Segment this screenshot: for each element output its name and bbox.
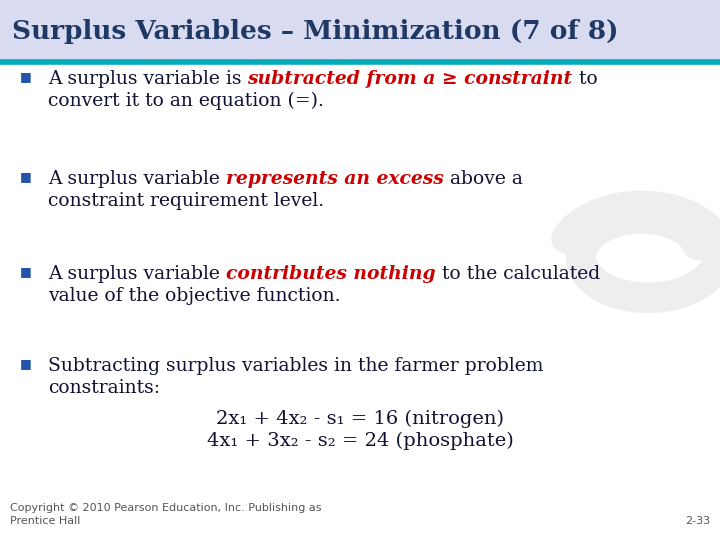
Text: ■: ■ (20, 265, 32, 278)
Text: A surplus variable: A surplus variable (48, 265, 226, 283)
Text: contributes nothing: contributes nothing (226, 265, 436, 283)
Text: ■: ■ (20, 170, 32, 183)
Text: 2x₁ + 4x₂ - s₁ = 16 (nitrogen): 2x₁ + 4x₂ - s₁ = 16 (nitrogen) (216, 410, 504, 428)
Bar (0, 0, 720, 62)
Text: ■: ■ (20, 70, 32, 83)
Text: ■: ■ (20, 357, 32, 370)
Text: A surplus variable is: A surplus variable is (48, 70, 248, 88)
Text: Surplus Variables – Minimization (7 of 8): Surplus Variables – Minimization (7 of 8… (12, 18, 618, 44)
Text: to the calculated: to the calculated (436, 265, 600, 283)
Text: constraint requirement level.: constraint requirement level. (48, 192, 324, 210)
Text: Subtracting surplus variables in the farmer problem: Subtracting surplus variables in the far… (48, 357, 544, 375)
Text: to: to (572, 70, 598, 88)
Text: 4x₁ + 3x₂ - s₂ = 24 (phosphate): 4x₁ + 3x₂ - s₂ = 24 (phosphate) (207, 432, 513, 450)
Text: constraints:: constraints: (48, 379, 160, 397)
Text: above a: above a (444, 170, 523, 188)
Text: subtracted from a ≥ constraint: subtracted from a ≥ constraint (248, 70, 572, 88)
Text: Copyright © 2010 Pearson Education, Inc. Publishing as
Prentice Hall: Copyright © 2010 Pearson Education, Inc.… (10, 503, 322, 526)
Text: value of the objective function.: value of the objective function. (48, 287, 341, 305)
Text: A surplus variable: A surplus variable (48, 170, 226, 188)
Text: 2-33: 2-33 (685, 516, 710, 526)
Text: convert it to an equation (=).: convert it to an equation (=). (48, 92, 324, 110)
Text: represents an excess: represents an excess (226, 170, 444, 188)
